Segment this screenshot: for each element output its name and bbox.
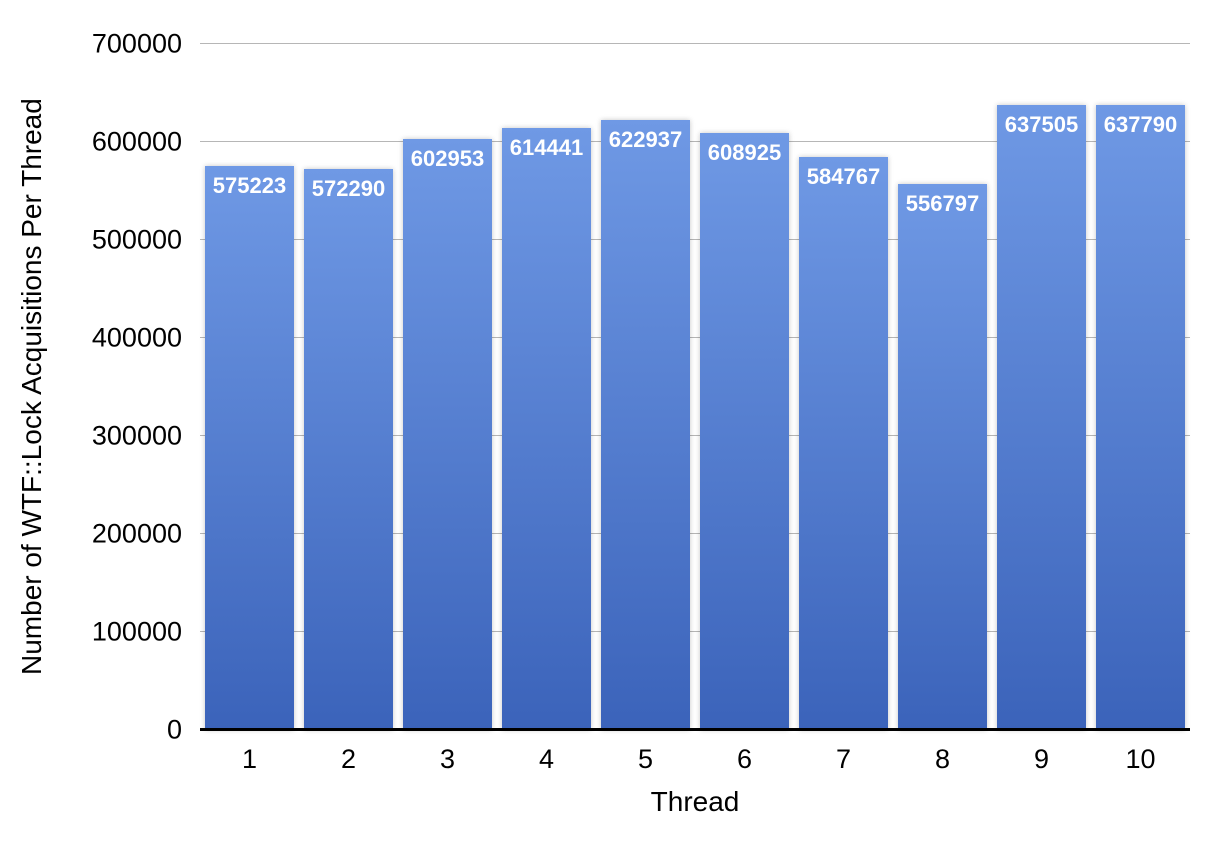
gridline	[200, 337, 1190, 338]
bar-value-label: 608925	[707, 140, 782, 166]
bar-value-label: 584767	[806, 163, 881, 189]
bar-thread-9: 637505	[997, 105, 1086, 730]
bar-value-label: 622937	[608, 126, 683, 152]
gridline	[200, 631, 1190, 632]
bar-value-label: 575223	[212, 173, 287, 199]
x-tick-label: 5	[637, 744, 654, 774]
bar-value-label: 602953	[410, 146, 485, 172]
x-tick-labels-container: 1 2 3 4 5 6 7 8 9 10	[200, 730, 1190, 775]
bar-thread-3: 602953	[403, 139, 492, 730]
y-axis-title: Number of WTF::Lock Acquisitions Per Thr…	[16, 98, 47, 676]
gridline	[200, 435, 1190, 436]
gridline	[200, 239, 1190, 240]
bar-thread-4: 614441	[502, 127, 591, 730]
x-tick-label: 3	[439, 744, 456, 774]
y-tick-label: 0	[166, 714, 182, 745]
gridline	[200, 43, 1190, 44]
bar-thread-5: 622937	[601, 119, 690, 730]
x-tick-label: 4	[538, 744, 555, 774]
y-tick-label: 100000	[91, 616, 182, 647]
y-tick-label: 300000	[91, 420, 182, 451]
x-axis-line	[200, 728, 1190, 731]
bar-thread-1: 575223	[205, 166, 294, 730]
x-tick-label: 1	[241, 744, 258, 774]
bar-thread-6: 608925	[700, 133, 789, 730]
bar-thread-7: 584767	[799, 156, 888, 730]
x-tick-label: 10	[1125, 744, 1156, 774]
y-tick-label: 200000	[91, 518, 182, 549]
gridline	[200, 533, 1190, 534]
bar-value-label: 614441	[509, 134, 584, 160]
gridline	[200, 141, 1190, 142]
y-tick-label: 400000	[91, 322, 182, 353]
x-tick-label: 8	[934, 744, 951, 774]
bar-thread-10: 637790	[1096, 104, 1185, 730]
y-tick-label: 600000	[91, 126, 182, 157]
bar-thread-2: 572290	[304, 169, 393, 730]
bar-value-label: 637505	[1004, 112, 1079, 138]
x-axis-title: Thread	[650, 786, 740, 817]
bar-value-label: 572290	[311, 176, 386, 202]
bars-container: 575223 572290 602953 614441 622937 608925 5847…	[200, 44, 1190, 730]
bar-thread-8: 556797	[898, 184, 987, 730]
x-tick-label: 9	[1033, 744, 1050, 774]
bar-value-label: 637790	[1103, 111, 1178, 137]
plot-area: 0 100000 200000 300000 400000 500000 600000 700…	[92, 29, 1190, 817]
bar-value-label: 556797	[905, 191, 980, 217]
y-tick-label: 500000	[91, 224, 182, 255]
x-tick-label: 6	[736, 744, 753, 774]
y-tick-label: 700000	[91, 28, 182, 59]
x-tick-label: 2	[340, 744, 357, 774]
x-tick-label: 7	[835, 744, 852, 774]
